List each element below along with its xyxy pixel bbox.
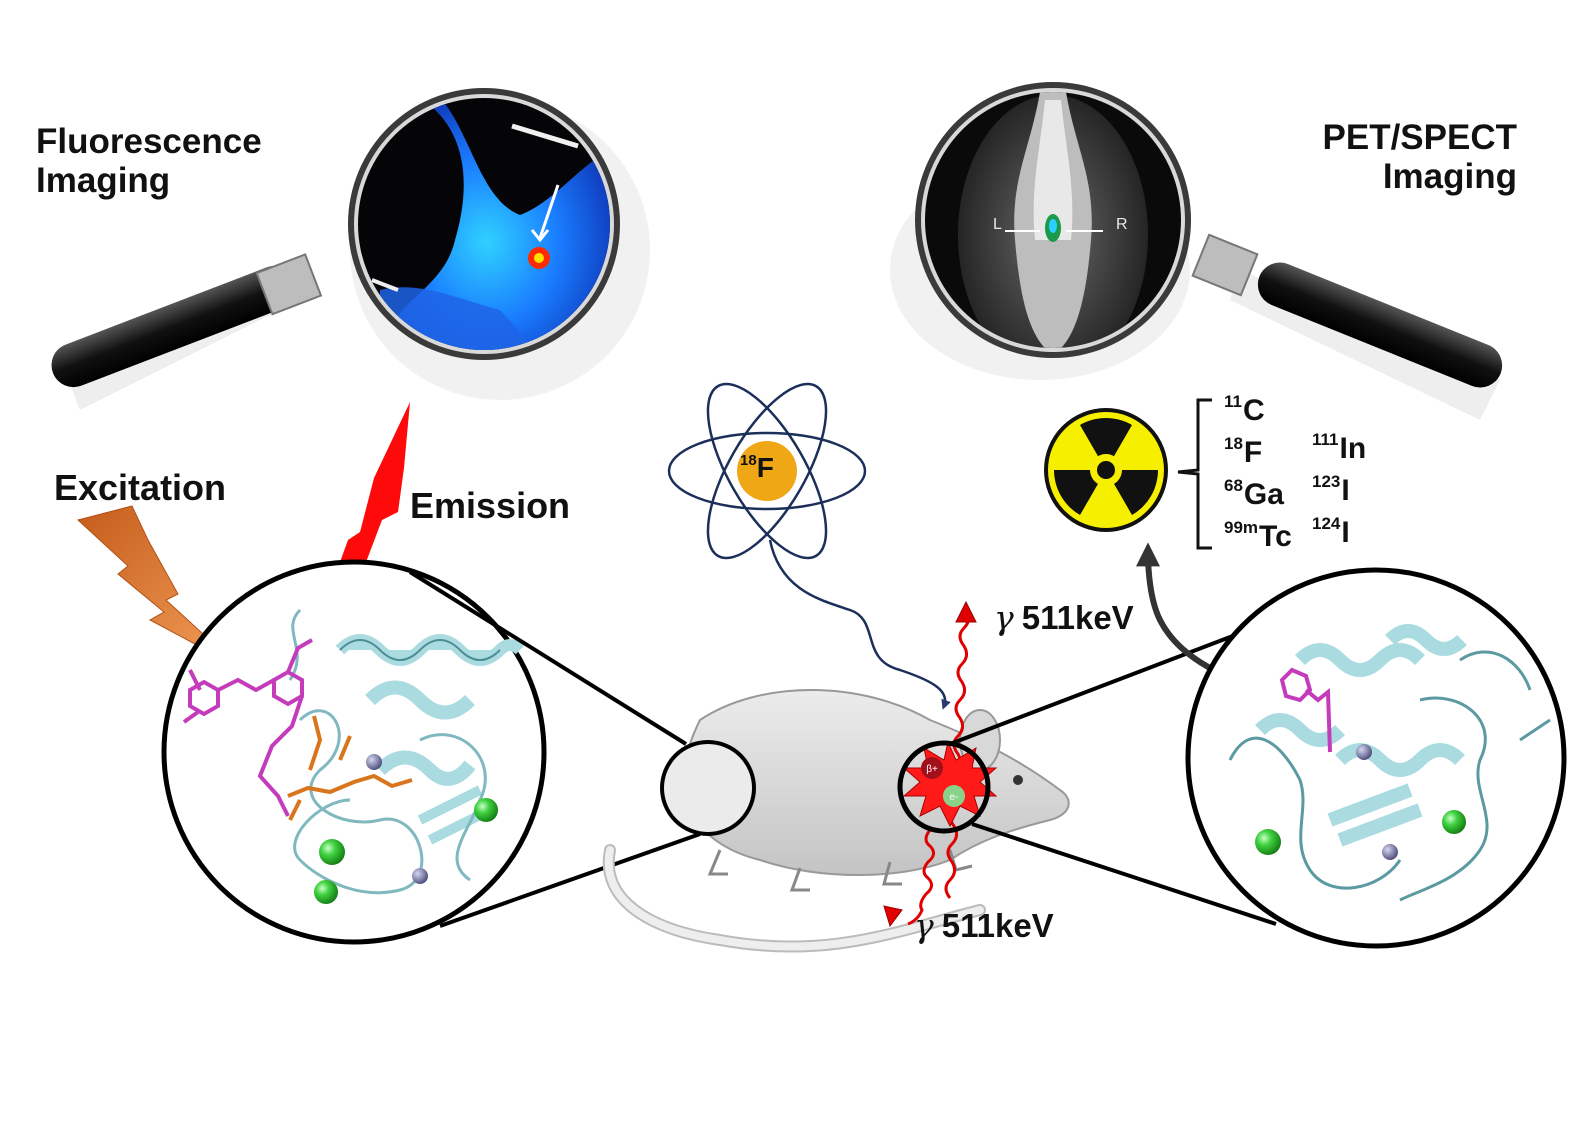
- emission-lightning-icon: [318, 402, 410, 592]
- nucleus-symbol: F: [756, 452, 774, 483]
- positron-label: β+: [926, 764, 938, 775]
- isotope-mass: 111: [1312, 430, 1339, 449]
- isotope-symbol: C: [1242, 394, 1265, 427]
- isotope-mass: 99m: [1224, 518, 1259, 537]
- gamma-symbol: γ: [914, 906, 934, 945]
- atom-nucleus-label: 18F: [740, 452, 774, 484]
- isotope-mass: 11: [1224, 392, 1242, 411]
- isotope-symbol: Ga: [1243, 478, 1284, 511]
- zoom-line: [408, 570, 688, 746]
- fluorescence-imaging-title: Fluorescence Imaging: [36, 122, 262, 201]
- isotope-item: 99mTc: [1224, 518, 1292, 554]
- isotope-symbol: In: [1339, 432, 1367, 465]
- tracer-arrow: [768, 539, 951, 710]
- isotope-item: 18F: [1224, 434, 1262, 470]
- gamma-label-top: γ 511keV: [994, 598, 1134, 637]
- scan-right-label: R: [1116, 216, 1128, 233]
- gamma-energy: 511keV: [1021, 599, 1134, 636]
- isotope-symbol: Tc: [1259, 520, 1292, 553]
- isotope-item: 11C: [1224, 392, 1265, 428]
- atom-icon: [667, 382, 867, 560]
- excitation-label: Excitation: [54, 467, 227, 508]
- isotope-symbol: I: [1341, 474, 1350, 507]
- pet-magnifier-icon: [890, 82, 1503, 420]
- scan-left-label: L: [993, 216, 1002, 233]
- pet-spect-imaging-title: PET/SPECT Imaging: [1322, 118, 1517, 197]
- isotope-symbol: I: [1341, 516, 1350, 549]
- nucleus-mass: 18: [740, 452, 757, 469]
- radiation-icon: [1044, 408, 1168, 532]
- isotope-item: 111In: [1312, 430, 1366, 466]
- protein-structure-left: [161, 559, 547, 945]
- isotope-item: 123I: [1312, 472, 1350, 508]
- fluorescence-magnifier-icon: [51, 88, 650, 410]
- protein-structure-right: [1185, 567, 1567, 949]
- isotope-mass: 18: [1224, 434, 1243, 453]
- gamma-ray-path: [883, 600, 977, 928]
- zoom-line: [439, 832, 701, 928]
- gamma-label-bottom: γ 511keV: [914, 906, 1054, 945]
- isotope-mass: 124: [1312, 514, 1341, 533]
- isotope-symbol: F: [1243, 436, 1263, 469]
- electron-label: e-: [950, 792, 959, 803]
- isotope-bracket: [1177, 398, 1212, 550]
- isotope-item: 124I: [1312, 514, 1350, 550]
- gamma-symbol: γ: [994, 598, 1014, 637]
- zoom-line: [971, 822, 1277, 926]
- emission-label: Emission: [410, 485, 571, 526]
- annihilation-burst: [897, 740, 998, 834]
- isotope-mass: 123: [1312, 472, 1341, 491]
- isotope-item: 68Ga: [1224, 476, 1284, 512]
- mouse-icon: [602, 689, 1070, 953]
- gamma-energy: 511keV: [941, 907, 1054, 944]
- isotope-mass: 68: [1224, 476, 1243, 495]
